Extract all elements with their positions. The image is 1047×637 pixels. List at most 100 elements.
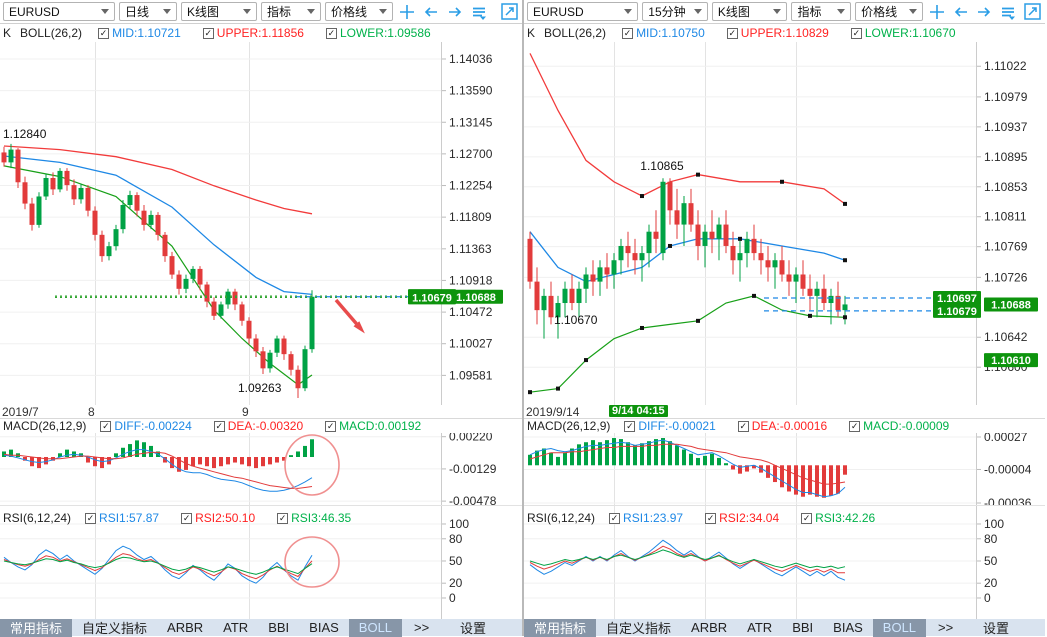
boll-upper-toggle[interactable]: ✓ UPPER:1.10829 <box>726 26 829 40</box>
checkbox-checked-icon[interactable]: ✓ <box>213 420 225 432</box>
arrow-right-icon[interactable] <box>974 3 994 21</box>
tab-bbi[interactable]: BBI <box>792 620 814 635</box>
period-select[interactable]: 15分钟 <box>642 2 708 21</box>
svg-text:20: 20 <box>449 576 463 590</box>
chevron-down-icon <box>624 9 633 14</box>
checkbox-checked-icon[interactable]: ✓ <box>801 512 813 524</box>
symbol-select[interactable]: EURUSD <box>3 2 115 21</box>
svg-text:1.10679: 1.10679 <box>937 306 977 318</box>
checkbox-checked-icon[interactable]: ✓ <box>849 420 861 432</box>
indicator-select[interactable]: 指标 <box>791 2 852 21</box>
checkbox-checked-icon[interactable]: ✓ <box>622 27 634 39</box>
svg-text:1.10853: 1.10853 <box>984 180 1028 194</box>
15min-rsi-section: 100 80 50 20 0 RSI(6,12,24) ✓ RSI1:23.97 ✓ RSI… <box>524 505 1047 619</box>
more-tabs-button[interactable]: >> <box>938 620 954 635</box>
price-line-select[interactable]: 价格线 <box>855 2 923 21</box>
tab-boll[interactable]: BOLL <box>348 618 403 637</box>
15min-macd-chart[interactable]: 0.00027 -0.00004 -0.00036 <box>524 433 1047 505</box>
chart-type-select[interactable]: K线图 <box>711 2 788 21</box>
more-tabs-button[interactable]: >> <box>414 620 430 635</box>
checkbox-checked-icon[interactable]: ✓ <box>737 420 749 432</box>
rsi1-label: RSI1:23.97 <box>623 511 684 525</box>
tab-atr[interactable]: ATR <box>747 620 773 635</box>
crosshair-icon[interactable] <box>397 3 417 21</box>
chevron-down-icon <box>307 9 315 14</box>
rsi1-toggle[interactable]: ✓ RSI1:23.97 <box>609 511 683 525</box>
arrow-left-icon[interactable] <box>421 3 441 21</box>
checkbox-checked-icon[interactable]: ✓ <box>277 512 289 524</box>
tab-boll[interactable]: BOLL <box>872 618 927 637</box>
tab-bias[interactable]: BIAS <box>309 620 339 635</box>
checkbox-checked-icon[interactable]: ✓ <box>325 27 337 39</box>
line-style-icon[interactable] <box>998 3 1018 21</box>
checkbox-checked-icon[interactable]: ✓ <box>850 27 862 39</box>
checkbox-checked-icon[interactable]: ✓ <box>624 420 636 432</box>
line-style-icon[interactable] <box>469 3 489 21</box>
15min-candlestick-chart[interactable]: 1.11022 1.10979 1.10937 1.10895 1.10853 1.108… <box>524 42 1047 405</box>
checkbox-checked-icon[interactable]: ✓ <box>98 27 110 39</box>
date-label: 2019/7 <box>2 405 39 419</box>
tab-common-indicators[interactable]: 常用指标 <box>0 618 73 637</box>
daily-candlestick-chart[interactable]: 1.14036 1.13590 1.13145 1.12700 1.12254 1.118… <box>0 42 522 405</box>
rsi3-toggle[interactable]: ✓ RSI3:42.26 <box>801 511 875 525</box>
macd-macd-toggle[interactable]: ✓ MACD:0.00192 <box>325 419 421 433</box>
macd-diff-toggle[interactable]: ✓ DIFF:-0.00021 <box>624 419 716 433</box>
period-select[interactable]: 日线 <box>119 2 177 21</box>
boll-mid-toggle[interactable]: ✓ MID:1.10750 <box>622 26 705 40</box>
boll-lower-toggle[interactable]: ✓ LOWER:1.09586 <box>325 26 431 40</box>
boll-lower-toggle[interactable]: ✓ LOWER:1.10670 <box>850 26 956 40</box>
rsi2-toggle[interactable]: ✓ RSI2:34.04 <box>705 511 779 525</box>
daily-macd-chart[interactable]: 0.00220 -0.00129 -0.00478 <box>0 433 522 505</box>
settings-button[interactable]: 设置 <box>459 621 486 636</box>
symbol-select[interactable]: EURUSD <box>527 2 639 21</box>
boll-upper-toggle[interactable]: ✓ UPPER:1.11856 <box>202 26 304 40</box>
expand-icon[interactable] <box>499 3 519 21</box>
svg-text:1.10642: 1.10642 <box>984 330 1028 344</box>
rsi2-toggle[interactable]: ✓ RSI2:50.10 <box>181 511 255 525</box>
checkbox-checked-icon[interactable]: ✓ <box>85 512 97 524</box>
rsi3-toggle[interactable]: ✓ RSI3:46.35 <box>277 511 351 525</box>
tab-common-indicators[interactable]: 常用指标 <box>524 618 597 637</box>
indicator-select[interactable]: 指标 <box>261 2 321 21</box>
checkbox-checked-icon[interactable]: ✓ <box>325 420 337 432</box>
tab-atr[interactable]: ATR <box>223 620 249 635</box>
arrow-right-icon[interactable] <box>445 3 465 21</box>
svg-text:1.14036: 1.14036 <box>449 52 493 66</box>
symbol-select-value: EURUSD <box>9 4 60 19</box>
price-line-select[interactable]: 价格线 <box>325 2 393 21</box>
checkbox-checked-icon[interactable]: ✓ <box>609 512 621 524</box>
crosshair-icon[interactable] <box>927 3 947 21</box>
macd-diff-toggle[interactable]: ✓ DIFF:-0.00224 <box>100 419 192 433</box>
checkbox-checked-icon[interactable]: ✓ <box>181 512 193 524</box>
expand-icon[interactable] <box>1022 3 1042 21</box>
macd-dea-toggle[interactable]: ✓ DEA:-0.00320 <box>213 419 303 433</box>
macd-dea-toggle[interactable]: ✓ DEA:-0.00016 <box>737 419 827 433</box>
svg-text:100: 100 <box>984 517 1004 531</box>
svg-text:1.10670: 1.10670 <box>554 313 598 327</box>
tab-arbr[interactable]: ARBR <box>691 620 728 635</box>
checkbox-checked-icon[interactable]: ✓ <box>202 27 214 39</box>
svg-text:50: 50 <box>984 554 998 568</box>
indicator-select-value: 指标 <box>797 5 822 19</box>
tab-bias[interactable]: BIAS <box>833 620 863 635</box>
boll-indicator-row: K BOLL(26,2) ✓ MID:1.10721 ✓ UPPER:1.11856… <box>0 24 522 42</box>
checkbox-checked-icon[interactable]: ✓ <box>100 420 112 432</box>
settings-button[interactable]: 设置 <box>982 621 1009 636</box>
tab-custom-indicators[interactable]: 自定义指标 <box>82 621 148 636</box>
checkbox-checked-icon[interactable]: ✓ <box>726 27 738 39</box>
svg-text:1.10726: 1.10726 <box>984 270 1028 284</box>
svg-text:1.10895: 1.10895 <box>984 150 1028 164</box>
tab-bbi[interactable]: BBI <box>268 620 290 635</box>
arrow-left-icon[interactable] <box>951 3 971 21</box>
chart-type-select[interactable]: K线图 <box>181 2 257 21</box>
rsi1-toggle[interactable]: ✓ RSI1:57.87 <box>85 511 159 525</box>
checkbox-checked-icon[interactable]: ✓ <box>705 512 717 524</box>
boll-mid-toggle[interactable]: ✓ MID:1.10721 <box>98 26 181 40</box>
tab-custom-indicators[interactable]: 自定义指标 <box>606 621 672 636</box>
macd-name: MACD(26,12,9) <box>3 419 87 433</box>
tab-arbr[interactable]: ARBR <box>167 620 204 635</box>
macd-macd-toggle[interactable]: ✓ MACD:-0.00009 <box>849 419 949 433</box>
date-label: 9 <box>242 405 249 419</box>
